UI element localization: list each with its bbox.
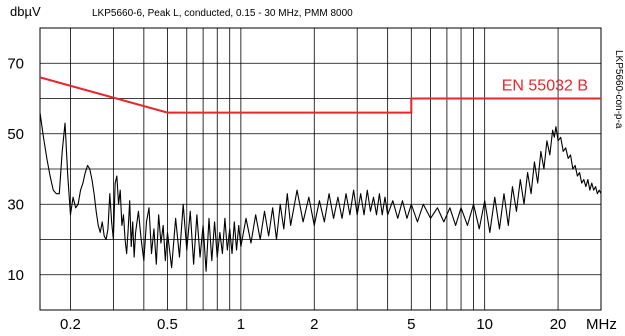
chart-subtitle: LKP5660-6, Peak L, conducted, 0.15 - 30 … [92, 8, 353, 19]
limit-line [39, 76, 601, 114]
x-tick-label: 20 [550, 316, 567, 333]
emission-series-line [39, 112, 602, 272]
x-unit-label: MHz [586, 316, 617, 333]
x-tick-label: 0.2 [60, 316, 81, 333]
x-tick-label: 0.5 [157, 316, 178, 333]
side-label: LKP5660-con-p-a [613, 50, 624, 129]
y-tick-label: 10 [7, 267, 24, 284]
y-tick-label: 50 [7, 126, 24, 143]
x-tick-label: 2 [310, 316, 318, 333]
y-axis-label: dbµV [10, 4, 41, 19]
limit-line-label: EN 55032 B [502, 78, 588, 95]
x-tick-label: 5 [407, 316, 415, 333]
x-tick-label: 1 [237, 316, 245, 333]
y-tick-label: 70 [7, 55, 24, 72]
y-tick-label: 30 [7, 196, 24, 213]
x-tick-label: 10 [476, 316, 493, 333]
